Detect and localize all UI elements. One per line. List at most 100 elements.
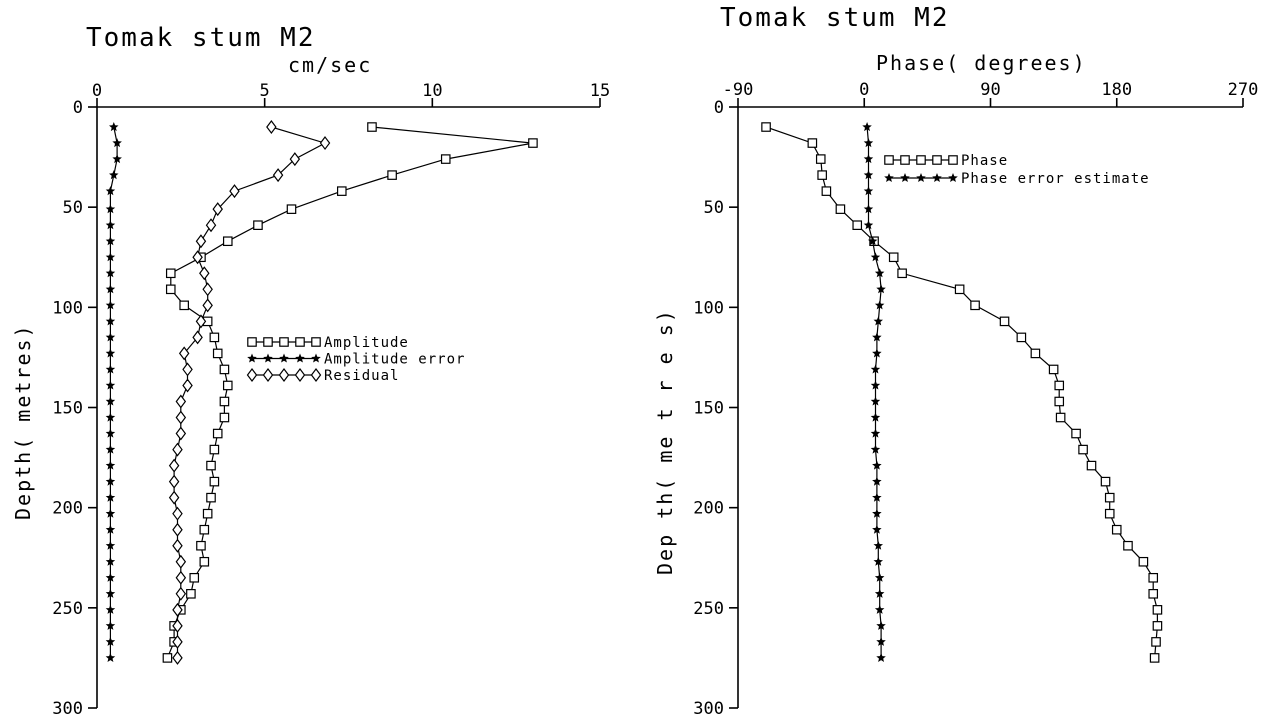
data-point bbox=[175, 554, 187, 569]
data-point bbox=[179, 300, 189, 311]
series-phase bbox=[761, 122, 1163, 663]
data-point bbox=[105, 284, 116, 294]
data-point bbox=[970, 300, 980, 311]
y-tick-label: 300 bbox=[52, 699, 83, 719]
data-point bbox=[229, 184, 240, 199]
data-point bbox=[112, 138, 122, 148]
data-point bbox=[172, 602, 183, 617]
legend-marker bbox=[932, 155, 942, 165]
x-tick-label: 15 bbox=[590, 81, 610, 101]
data-point bbox=[219, 396, 230, 407]
legend-entry: Phase error estimate bbox=[884, 171, 1149, 187]
data-point bbox=[874, 604, 885, 614]
data-point bbox=[874, 588, 885, 598]
legend-marker bbox=[262, 368, 274, 382]
data-point bbox=[1148, 572, 1159, 583]
data-point bbox=[1030, 348, 1041, 359]
data-point bbox=[105, 508, 116, 518]
data-point bbox=[172, 442, 183, 457]
legend-marker bbox=[932, 173, 942, 182]
data-point bbox=[876, 284, 886, 294]
legend-marker bbox=[279, 337, 289, 347]
legend-entry: Amplitude error bbox=[247, 352, 464, 368]
series-line bbox=[866, 126, 882, 658]
y-tick-label: 50 bbox=[704, 198, 724, 218]
data-point bbox=[873, 540, 883, 550]
data-point bbox=[863, 138, 874, 148]
data-point bbox=[870, 252, 881, 262]
data-point bbox=[954, 284, 965, 295]
legend-marker bbox=[294, 368, 306, 382]
data-point bbox=[874, 300, 885, 310]
data-point bbox=[202, 508, 213, 519]
data-point bbox=[1152, 621, 1163, 631]
legend-marker bbox=[310, 368, 322, 382]
data-point bbox=[1123, 540, 1133, 551]
data-point bbox=[105, 268, 116, 278]
series-line bbox=[173, 126, 327, 658]
legend-entry: Residual bbox=[246, 368, 399, 384]
data-point bbox=[109, 170, 119, 180]
data-point bbox=[266, 120, 277, 135]
series-line bbox=[166, 126, 534, 659]
data-point bbox=[999, 316, 1010, 327]
data-point bbox=[286, 204, 297, 214]
data-point bbox=[872, 332, 882, 342]
data-point bbox=[870, 396, 881, 406]
data-point bbox=[168, 490, 180, 505]
legend-entry: Phase bbox=[884, 153, 1007, 169]
data-point bbox=[105, 316, 116, 326]
data-point bbox=[870, 444, 881, 454]
legend-marker bbox=[311, 337, 321, 347]
data-point bbox=[222, 380, 233, 391]
data-point bbox=[105, 252, 116, 262]
data-point bbox=[196, 540, 206, 551]
x-tick-label: 5 bbox=[260, 81, 270, 101]
y-tick-label: 0 bbox=[714, 98, 724, 118]
data-point bbox=[1104, 508, 1115, 519]
legend-marker bbox=[279, 353, 289, 363]
data-point bbox=[186, 589, 196, 599]
data-point bbox=[105, 186, 116, 196]
series-phase-error-estimate bbox=[862, 122, 886, 662]
series-line bbox=[109, 126, 118, 658]
data-point bbox=[1149, 653, 1160, 663]
legend-label: Amplitude bbox=[324, 335, 409, 351]
data-point bbox=[172, 522, 183, 537]
data-point bbox=[175, 410, 187, 425]
data-point bbox=[272, 168, 284, 183]
data-point bbox=[815, 154, 826, 164]
y-axis-label: Dep th( me t r e s) bbox=[653, 308, 677, 575]
data-point bbox=[172, 634, 183, 649]
legend-marker bbox=[916, 173, 926, 182]
data-point bbox=[1054, 380, 1065, 391]
data-point bbox=[105, 620, 116, 630]
data-point bbox=[219, 412, 230, 423]
legend-label: Residual bbox=[324, 368, 399, 384]
data-point bbox=[528, 138, 538, 148]
data-point bbox=[109, 122, 119, 132]
data-point bbox=[205, 218, 217, 233]
data-point bbox=[212, 348, 223, 359]
legend-marker bbox=[900, 155, 910, 165]
data-point bbox=[867, 236, 878, 246]
data-point bbox=[1086, 460, 1097, 471]
data-point bbox=[172, 506, 183, 521]
data-point bbox=[870, 412, 881, 422]
data-point bbox=[873, 556, 883, 566]
data-point bbox=[1016, 332, 1027, 343]
data-point bbox=[105, 604, 116, 614]
data-point bbox=[189, 572, 200, 583]
data-point bbox=[1152, 605, 1163, 615]
data-point bbox=[876, 620, 886, 630]
data-point bbox=[172, 650, 183, 665]
y-tick-label: 300 bbox=[693, 699, 724, 719]
data-point bbox=[105, 492, 116, 502]
x-axis-label: cm/sec bbox=[288, 53, 372, 77]
legend-marker bbox=[948, 173, 958, 182]
data-point bbox=[212, 202, 223, 217]
amplitude-chart: Tomak stum M2 cm/sec Depth( metres) 0 5 10… bbox=[11, 23, 610, 719]
data-point bbox=[105, 588, 116, 598]
data-point bbox=[206, 460, 216, 471]
